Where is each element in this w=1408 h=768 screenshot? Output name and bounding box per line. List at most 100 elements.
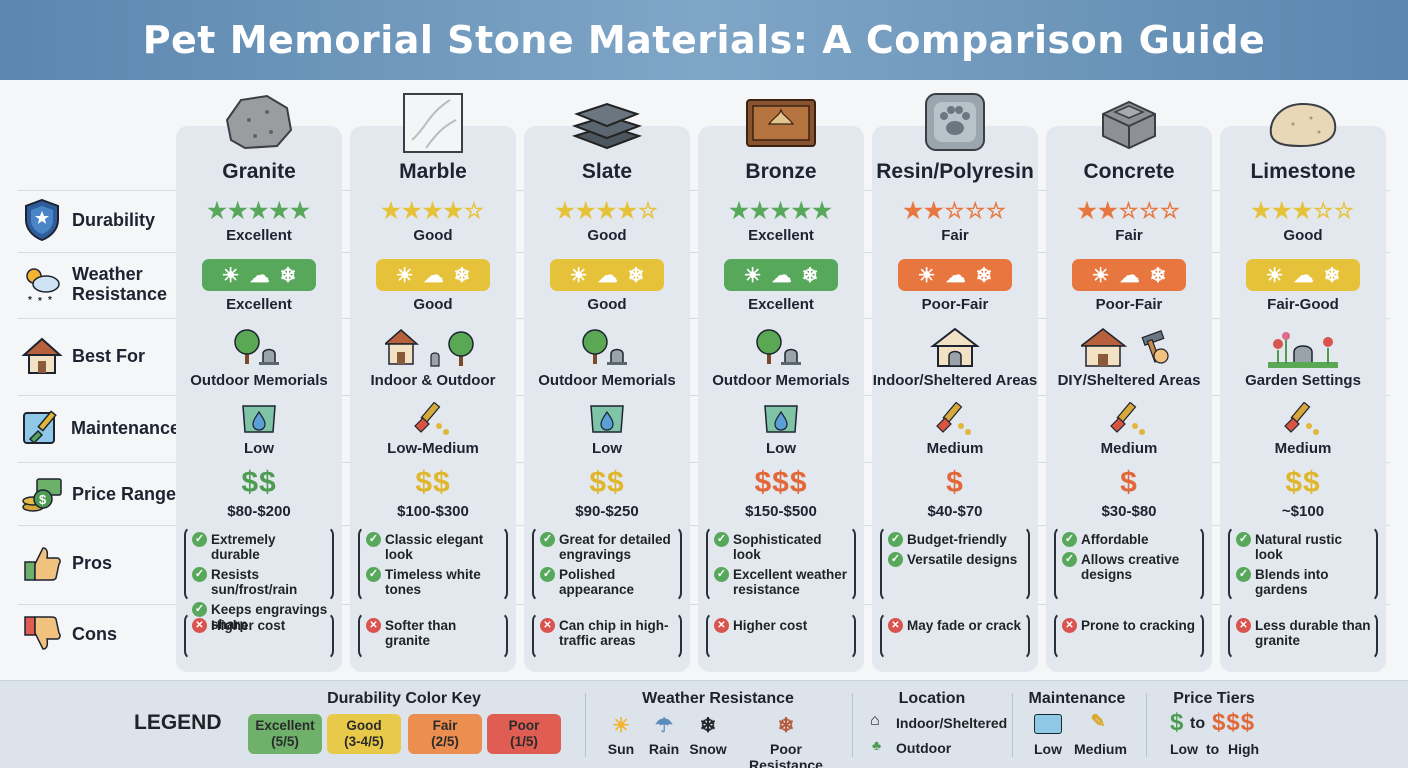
price-symbol: $$ bbox=[415, 466, 451, 499]
row-label-text: Best For bbox=[72, 345, 146, 366]
location-key-title: Location bbox=[898, 690, 966, 707]
row-label-price: $ Price Range bbox=[20, 472, 180, 516]
best-for-text: Outdoor Memorials bbox=[712, 372, 850, 389]
star-filled-icon: ★ bbox=[248, 198, 270, 223]
maintenance-text: Medium bbox=[1274, 440, 1332, 457]
location-indoor-label: Indoor/Sheltered bbox=[896, 715, 1008, 731]
weather-key-title: Weather Resistance bbox=[642, 690, 794, 707]
row-label-text: Cons bbox=[72, 623, 117, 644]
check-icon: ✓ bbox=[366, 567, 381, 582]
durability-text: Fair bbox=[1115, 227, 1143, 244]
pro-text: Affordable bbox=[1081, 532, 1149, 547]
pro-text: Extremely durable bbox=[211, 532, 276, 562]
material-image-2 bbox=[524, 90, 690, 158]
price-symbol: $ bbox=[1120, 466, 1138, 499]
star-filled-icon: ★ bbox=[923, 198, 945, 223]
best-for-text: DIY/Sheltered Areas bbox=[1057, 372, 1201, 389]
thumbs-down-icon bbox=[20, 612, 64, 656]
price-symbol: $ bbox=[946, 466, 964, 499]
weather-badge-wrap: ☀ ☁ ❄ bbox=[698, 259, 864, 291]
star-empty-icon: ☆ bbox=[1160, 198, 1181, 223]
check-icon: ✓ bbox=[888, 552, 903, 567]
rain-icon: ☂ bbox=[655, 715, 673, 737]
price-text: $90-$250 bbox=[575, 503, 639, 520]
weather-badge: ☀ ☁ ❄ bbox=[724, 259, 838, 291]
star-filled-icon: ★ bbox=[269, 198, 291, 223]
weather-text: Excellent bbox=[748, 296, 814, 313]
legend-divider bbox=[585, 693, 586, 757]
material-name: Granite bbox=[222, 160, 296, 183]
sun-icon: ☀ bbox=[1265, 264, 1284, 287]
row-label-text: Durability bbox=[72, 209, 156, 230]
material-column-resin-polyresin: Resin/Polyresin ★★☆☆☆ Fair ☀ ☁ ❄ Poor-Fair Indo… bbox=[872, 93, 1038, 672]
durability-stars: ★★☆☆☆ bbox=[1046, 200, 1212, 222]
price-symbol: $$ bbox=[241, 466, 277, 499]
page-title: Pet Memorial Stone Materials: A Comparis… bbox=[142, 18, 1266, 62]
sun-icon: ☀ bbox=[221, 264, 240, 287]
pro-item: ✓ Classic elegant look bbox=[366, 532, 502, 562]
check-icon: ✓ bbox=[540, 567, 555, 582]
price-to-label: to bbox=[1206, 741, 1220, 757]
weather-text: Good bbox=[413, 296, 453, 313]
pro-text: Natural rustic look bbox=[1255, 532, 1343, 562]
sun-icon: ☀ bbox=[395, 264, 414, 287]
durability-stars: ★★☆☆☆ bbox=[872, 200, 1038, 222]
check-icon: ✓ bbox=[1236, 567, 1251, 582]
con-item: ✕ Less durable than granite bbox=[1236, 618, 1372, 648]
row-label-text: Maintenance bbox=[70, 417, 180, 438]
material-image-4 bbox=[872, 90, 1038, 158]
star-filled-icon: ★ bbox=[422, 198, 444, 223]
con-item: ✕ Higher cost bbox=[192, 618, 328, 633]
x-icon: ✕ bbox=[540, 618, 555, 633]
house-icon: ⌂ bbox=[870, 712, 880, 729]
star-empty-icon: ☆ bbox=[1118, 198, 1140, 223]
pro-item: ✓ Sophisticated look bbox=[714, 532, 850, 562]
rain-icon: ☁ bbox=[1119, 264, 1140, 287]
price-low-symbol: $ bbox=[1170, 709, 1184, 736]
sun-icon: ☀ bbox=[743, 264, 762, 287]
maintenance-text: Medium bbox=[1100, 440, 1158, 457]
con-item: ✕ Softer than granite bbox=[366, 618, 502, 648]
weather-badge-wrap: ☀ ☁ ❄ bbox=[1220, 259, 1386, 291]
x-icon: ✕ bbox=[192, 618, 207, 633]
pro-item: ✓ Timeless white tones bbox=[366, 567, 502, 597]
star-empty-icon: ☆ bbox=[965, 198, 987, 223]
price-text: $40-$70 bbox=[927, 503, 983, 520]
price-text: $100-$300 bbox=[397, 503, 469, 520]
brush-drops-icon bbox=[1046, 401, 1212, 442]
pro-item: ✓ Affordable bbox=[1062, 532, 1198, 547]
material-name: Concrete bbox=[1083, 160, 1175, 183]
check-icon: ✓ bbox=[1062, 552, 1077, 567]
brush-drops-icon bbox=[1220, 401, 1386, 442]
con-item: ✕ Prone to cracking bbox=[1062, 618, 1198, 633]
poor-resistance-label: Poor Resistance bbox=[749, 741, 823, 768]
price-text: $80-$200 bbox=[227, 503, 291, 520]
pro-text: Sophisticated look bbox=[733, 532, 822, 562]
star-filled-icon: ★ bbox=[617, 198, 639, 223]
maintenance-text: Low-Medium bbox=[387, 440, 479, 457]
star-filled-icon: ★ bbox=[749, 198, 771, 223]
weather-text: Poor-Fair bbox=[921, 296, 989, 313]
star-filled-icon: ★ bbox=[443, 198, 465, 223]
material-image-1 bbox=[350, 90, 516, 158]
check-icon: ✓ bbox=[192, 602, 207, 617]
star-filled-icon: ★ bbox=[1077, 198, 1098, 223]
star-empty-icon: ☆ bbox=[944, 198, 966, 223]
row-label-text: Pros bbox=[72, 552, 113, 573]
snow-icon: ❄ bbox=[1323, 264, 1341, 287]
price-high-symbol: $$$ bbox=[1212, 709, 1256, 736]
house-tree-icon bbox=[350, 326, 516, 372]
rain-icon: ☁ bbox=[771, 264, 792, 287]
durability-text: Fair bbox=[941, 227, 969, 244]
rain-icon: ☁ bbox=[597, 264, 618, 287]
weather-badge: ☀ ☁ ❄ bbox=[376, 259, 490, 291]
weather-text: Fair-Good bbox=[1267, 296, 1339, 313]
price-text: ~$100 bbox=[1281, 503, 1325, 520]
price-key-title: Price Tiers bbox=[1173, 690, 1255, 707]
brush-drops-icon bbox=[350, 401, 516, 442]
x-icon: ✕ bbox=[1062, 618, 1077, 633]
durability-stars: ★★★★☆ bbox=[350, 200, 516, 222]
durability-text: Good bbox=[1283, 227, 1323, 244]
cleaning-brush-icon bbox=[20, 406, 63, 450]
legend-title: LEGEND bbox=[134, 711, 222, 734]
